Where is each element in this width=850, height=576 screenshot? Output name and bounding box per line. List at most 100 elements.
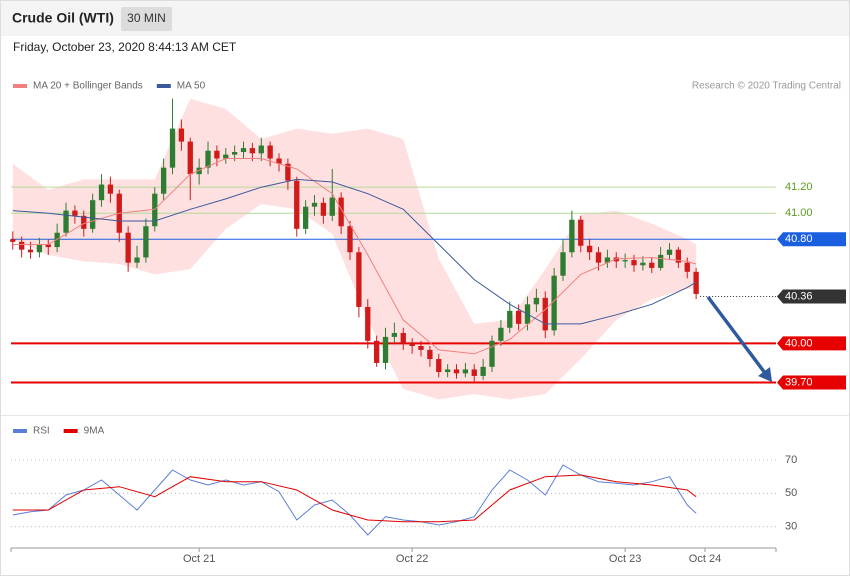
candle-body (320, 202, 327, 216)
indicator-line (12, 464, 697, 536)
y-tick-label: 70 (785, 454, 797, 466)
candle-body (409, 343, 415, 346)
candle-body (560, 252, 566, 276)
y-tick-label: 50 (785, 487, 797, 499)
candle-body (622, 260, 628, 262)
indicator-line (12, 474, 697, 523)
candle-body (311, 202, 318, 207)
candle-body (542, 297, 548, 331)
candle-body (347, 226, 353, 253)
candle-body (54, 232, 60, 248)
candle-body (329, 197, 335, 216)
candle-body (578, 219, 584, 246)
candle-body (631, 260, 637, 266)
candle-body (569, 219, 575, 253)
legend-label: RSI (33, 426, 50, 437)
forecast-arrow (706, 295, 767, 375)
level-tag (777, 336, 846, 351)
candle-body (98, 184, 105, 201)
candle-body (418, 346, 424, 350)
level-tag (777, 232, 846, 247)
candle-body (675, 249, 682, 263)
candle-body (223, 154, 229, 159)
moving-average (12, 158, 697, 355)
candle-body (507, 310, 513, 328)
candle-body (444, 369, 451, 373)
level-tag-label: 40.36 (785, 290, 813, 302)
candle-body (240, 148, 247, 153)
candle-body (294, 180, 300, 229)
legend-label: MA 20 + Bollinger Bands (33, 81, 143, 92)
candle-body (169, 128, 176, 168)
level-tag-label: 39.70 (785, 376, 813, 388)
candle-body (453, 369, 460, 374)
x-tick-label: Oct 22 (396, 553, 428, 565)
candle-body (436, 359, 442, 373)
candle-body (356, 252, 362, 307)
candle-body (462, 369, 469, 374)
candle-body (400, 332, 406, 344)
level-label: 41.00 (785, 207, 813, 219)
legend-label: MA 50 (177, 81, 206, 92)
candle-body (45, 244, 51, 248)
candle-body (285, 163, 291, 181)
bollinger-band (12, 98, 697, 400)
candle-body (515, 310, 522, 324)
candle-body (134, 257, 140, 263)
candle-body (595, 252, 602, 263)
candle-body (640, 262, 646, 266)
candle-body (267, 145, 273, 159)
candle-body (160, 167, 167, 194)
candle-body (391, 332, 398, 337)
candle-body (604, 257, 611, 263)
copyright: Research © 2020 Trading Central (692, 81, 841, 92)
forecast-arrowhead (758, 367, 772, 382)
legend-label: 9MA (84, 426, 105, 437)
candle-body (152, 193, 158, 227)
level-tag (777, 375, 846, 390)
legend-swatch (13, 84, 27, 88)
candle-body (214, 150, 220, 159)
level-tag-label: 40.80 (785, 233, 813, 245)
legend-swatch (156, 84, 171, 88)
candle-body (551, 275, 557, 331)
candle-body (63, 210, 69, 233)
candle-body (480, 366, 486, 376)
x-tick-label: Oct 23 (609, 553, 641, 565)
timeframe-badge[interactable] (121, 7, 172, 31)
candle-body (586, 245, 593, 253)
candle-body (365, 306, 371, 341)
candle-body (18, 241, 25, 250)
candle-body (427, 349, 433, 360)
candle-body (666, 249, 673, 255)
candle-body (143, 226, 149, 258)
candle-body (498, 327, 504, 341)
candle-body (10, 239, 16, 242)
candle-body (276, 158, 282, 164)
candle-body (258, 145, 264, 154)
candle-body (302, 206, 309, 229)
candle-body (693, 271, 699, 294)
candle-body (196, 167, 202, 175)
candle-body (657, 254, 664, 268)
candle-body (125, 232, 131, 263)
candle-body (649, 262, 655, 268)
candle-body (471, 369, 477, 376)
candle-body (81, 215, 87, 229)
candle-body (373, 340, 380, 363)
candle-body (489, 340, 495, 367)
candle-body (533, 297, 540, 305)
level-tag-label: 40.00 (785, 337, 813, 349)
x-tick-label: Oct 21 (183, 553, 215, 565)
candle-body (613, 257, 619, 262)
candle-body (338, 197, 344, 227)
candle-body (107, 184, 114, 194)
timeframe[interactable]: 30 MIN (127, 11, 166, 25)
y-tick-label: 30 (785, 521, 797, 533)
moving-average (12, 178, 697, 325)
datetime: Friday, October 23, 2020 8:44:13 AM CET (13, 40, 237, 54)
x-tick-label: Oct 24 (689, 553, 721, 565)
candle-body (27, 249, 34, 253)
candle-body (178, 128, 185, 142)
